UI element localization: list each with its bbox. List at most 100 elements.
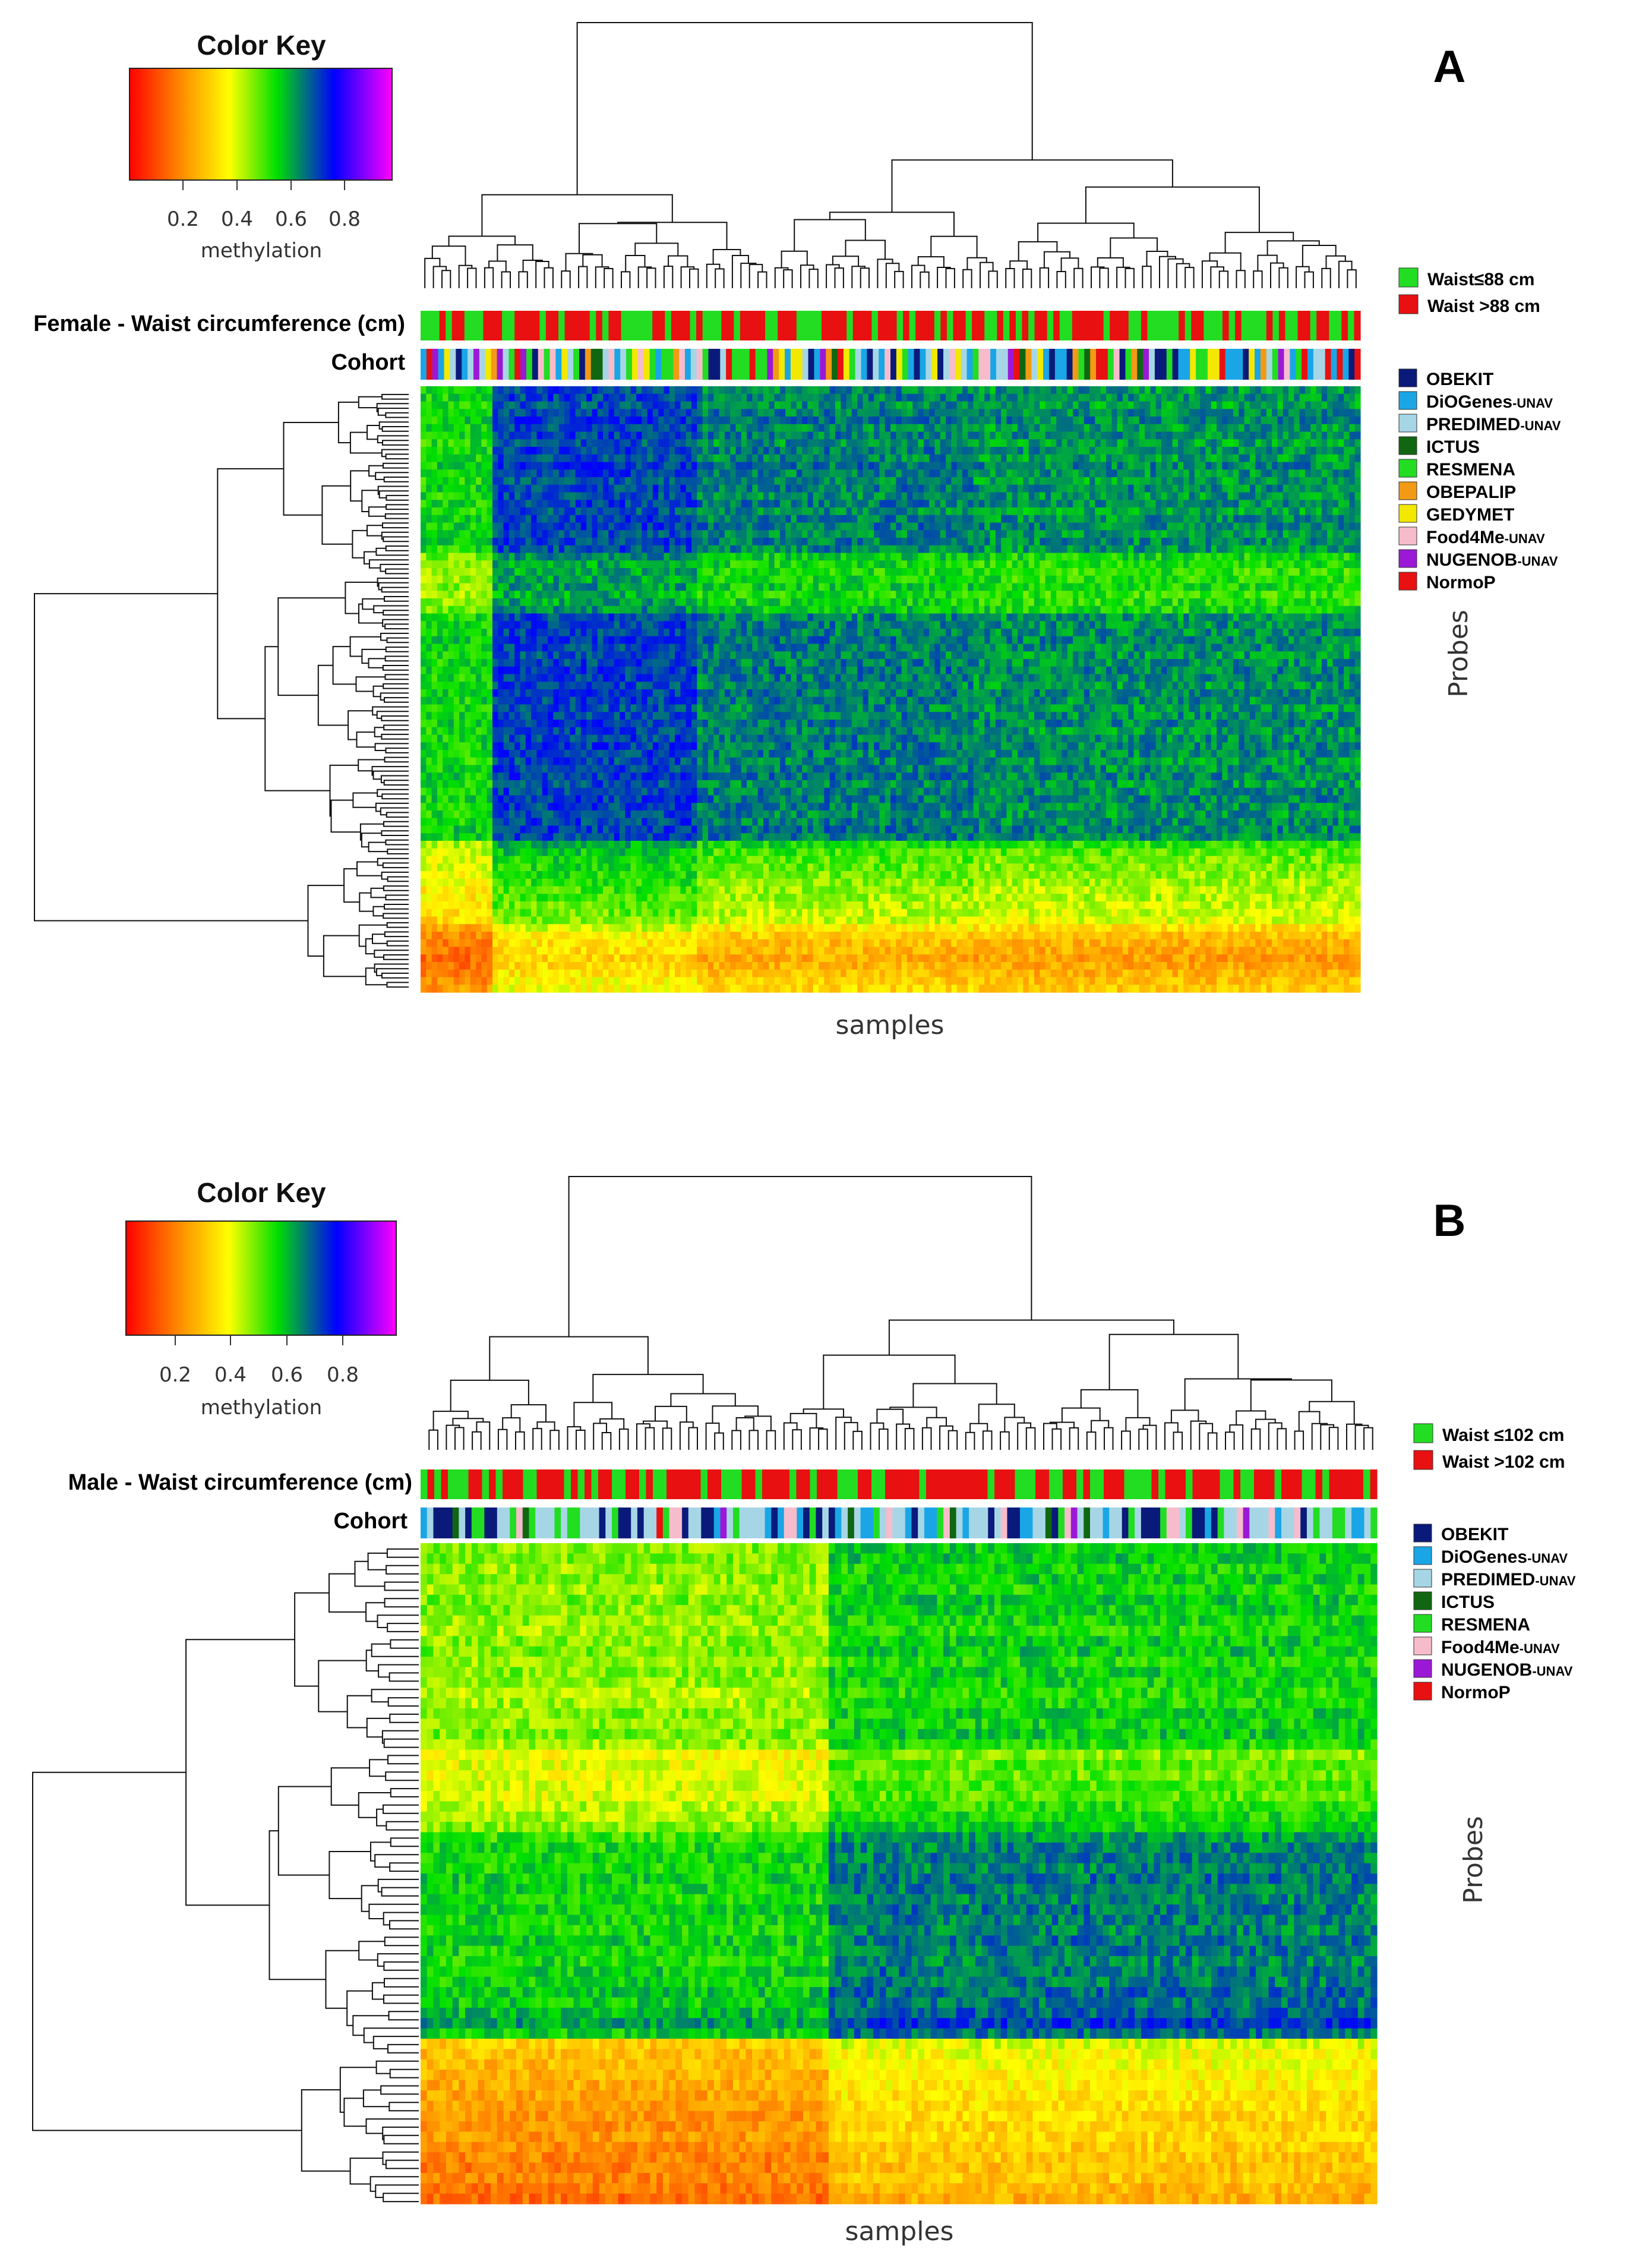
heatmap-cell [874, 485, 880, 493]
heatmap-cell [620, 560, 626, 568]
heatmap-cell [1300, 576, 1306, 584]
heatmap-cell [1128, 477, 1134, 485]
heatmap-cell [962, 477, 968, 485]
heatmap-cell [437, 584, 443, 591]
heatmap-cell [1294, 576, 1300, 584]
heatmap-cell [1161, 523, 1167, 531]
heatmap-cell [874, 477, 880, 485]
heatmap-cell [498, 417, 504, 424]
heatmap-cell [951, 447, 957, 455]
heatmap-cell [708, 545, 714, 553]
heatmap-cell [902, 568, 908, 576]
heatmap-cell [1228, 493, 1234, 500]
heatmap-cell [1101, 523, 1107, 531]
heatmap-cell [1266, 530, 1272, 538]
heatmap-cell [559, 402, 565, 409]
heatmap-cell [1255, 568, 1261, 576]
heatmap-cell [1261, 386, 1266, 394]
heatmap-cell [929, 507, 935, 515]
heatmap-cell [1111, 386, 1117, 394]
heatmap-cell [857, 394, 863, 402]
heatmap-cell [885, 538, 891, 545]
heatmap-cell [1034, 507, 1040, 515]
heatmap-cell [465, 417, 470, 424]
heatmap-cell [846, 538, 852, 545]
heatmap-cell [1062, 553, 1067, 561]
annotation-cell [583, 311, 590, 340]
heatmap-cell [548, 500, 554, 507]
heatmap-cell [426, 560, 432, 568]
heatmap-cell [929, 485, 935, 493]
heatmap-cell [785, 402, 791, 409]
dendrogram-branch [784, 270, 792, 288]
heatmap-cell [857, 560, 863, 568]
heatmap-cell [835, 409, 841, 417]
heatmap-cell [791, 568, 797, 576]
heatmap-cell [1294, 545, 1300, 553]
heatmap-cell [531, 432, 537, 440]
heatmap-cell [962, 417, 968, 424]
heatmap-cell [735, 417, 741, 424]
heatmap-cell [758, 455, 764, 462]
heatmap-cell [1211, 530, 1217, 538]
annotation-cell [1348, 311, 1354, 340]
heatmap-cell [708, 477, 714, 485]
heatmap-cell [598, 432, 604, 440]
heatmap-cell [531, 515, 537, 523]
heatmap-cell [564, 568, 570, 576]
heatmap-cell [592, 523, 598, 531]
heatmap-cell [780, 545, 786, 553]
heatmap-cell [1222, 507, 1228, 515]
heatmap-cell [951, 432, 957, 440]
heatmap-cell [846, 560, 852, 568]
heatmap-cell [581, 538, 587, 545]
heatmap-cell [780, 493, 786, 500]
heatmap-cell [802, 469, 808, 477]
heatmap-cell [1222, 515, 1228, 523]
dendrogram-branch [931, 236, 977, 258]
heatmap-cell [1195, 386, 1201, 394]
heatmap-cell [769, 394, 775, 402]
heatmap-cell [653, 424, 659, 432]
heatmap-cell [1040, 576, 1045, 584]
heatmap-cell [426, 417, 432, 424]
heatmap-cell [443, 576, 448, 584]
heatmap-cell [763, 485, 769, 493]
heatmap-cell [487, 553, 493, 561]
heatmap-cell [752, 493, 758, 500]
heatmap-cell [1327, 439, 1333, 447]
heatmap-cell [1178, 409, 1184, 417]
heatmap-cell [846, 515, 852, 523]
heatmap-cell [1332, 576, 1338, 584]
heatmap-cell [1195, 560, 1201, 568]
heatmap-cell [664, 424, 669, 432]
heatmap-cell [1266, 447, 1272, 455]
annotation-cell [797, 349, 803, 380]
heatmap-cell [553, 386, 559, 394]
heatmap-cell [846, 477, 852, 485]
heatmap-cell [470, 576, 476, 584]
heatmap-cell [553, 432, 559, 440]
heatmap-cell [1217, 469, 1223, 477]
heatmap-cell [553, 530, 559, 538]
heatmap-cell [1062, 417, 1067, 424]
heatmap-cell [598, 493, 604, 500]
heatmap-cell [1128, 432, 1134, 440]
heatmap-cell [1233, 560, 1239, 568]
heatmap-cell [1161, 469, 1167, 477]
heatmap-cell [1322, 417, 1328, 424]
heatmap-cell [730, 386, 736, 394]
heatmap-cell [548, 576, 554, 584]
heatmap-cell [1128, 455, 1134, 462]
heatmap-cell [1272, 455, 1278, 462]
heatmap-cell [608, 462, 614, 470]
heatmap-cell [592, 538, 598, 545]
heatmap-cell [1255, 409, 1261, 417]
heatmap-cell [564, 417, 570, 424]
heatmap-cell [863, 553, 868, 561]
heatmap-cell [625, 568, 631, 576]
dendrogram-branch [583, 255, 602, 267]
annotation-cell [808, 349, 814, 380]
heatmap-cell [885, 432, 891, 440]
heatmap-cell [1045, 493, 1051, 500]
